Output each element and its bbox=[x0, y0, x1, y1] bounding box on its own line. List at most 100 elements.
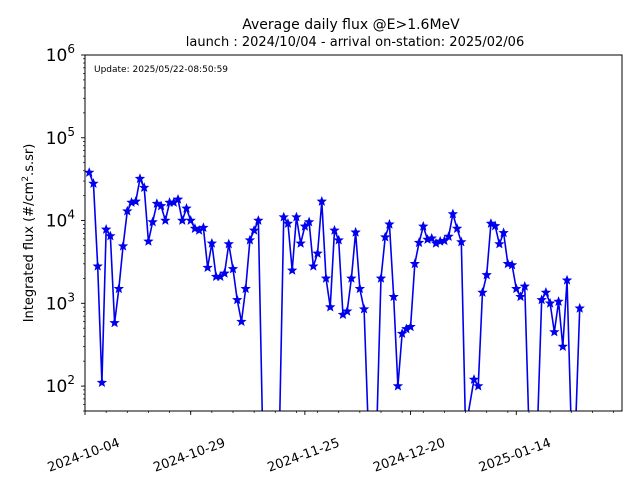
data-point bbox=[443, 231, 454, 241]
data-point bbox=[130, 196, 141, 206]
chart-subtitle: launch : 2024/10/04 - arrival on-station… bbox=[186, 35, 524, 50]
data-point bbox=[498, 227, 509, 238]
data-point bbox=[312, 248, 323, 258]
data-point bbox=[232, 294, 243, 305]
data-point bbox=[409, 258, 420, 269]
data-point bbox=[341, 305, 353, 316]
data-point bbox=[160, 215, 171, 225]
data-point bbox=[515, 291, 526, 302]
data-point bbox=[287, 264, 298, 275]
data-point bbox=[549, 326, 560, 337]
plot-frame bbox=[84, 54, 623, 412]
y-axis-label: Integrated flux (#/cm2.s.sr) bbox=[21, 144, 37, 323]
data-point bbox=[198, 222, 209, 233]
data-point bbox=[333, 234, 344, 245]
data-point bbox=[172, 193, 184, 204]
data-point bbox=[346, 272, 357, 283]
data-point bbox=[380, 231, 391, 242]
data-point bbox=[519, 281, 530, 291]
data-point bbox=[139, 182, 150, 192]
data-point bbox=[574, 302, 585, 313]
data-point bbox=[354, 283, 365, 294]
data-point bbox=[481, 269, 492, 280]
data-point bbox=[113, 283, 124, 294]
data-point bbox=[100, 224, 112, 234]
data-point bbox=[320, 272, 332, 283]
y-tick-label: 104 bbox=[46, 208, 75, 232]
chart-title: Average daily flux @E>1.6MeV bbox=[242, 17, 460, 33]
data-point bbox=[227, 263, 239, 274]
data-point bbox=[456, 236, 467, 247]
data-point bbox=[536, 294, 547, 305]
data-point bbox=[540, 287, 552, 297]
data-point bbox=[553, 296, 564, 306]
data-point bbox=[282, 218, 294, 228]
data-point bbox=[278, 211, 289, 222]
data-point bbox=[557, 341, 568, 351]
data-point bbox=[468, 374, 480, 384]
data-point bbox=[426, 232, 437, 243]
markers-layer bbox=[85, 167, 585, 391]
data-point bbox=[544, 297, 556, 308]
data-point bbox=[223, 238, 234, 249]
data-point bbox=[291, 211, 302, 222]
data-point bbox=[134, 173, 146, 184]
data-point bbox=[396, 328, 408, 339]
data-point bbox=[240, 283, 251, 294]
data-point bbox=[561, 274, 573, 285]
data-point bbox=[295, 237, 306, 248]
data-point bbox=[451, 223, 463, 233]
data-point bbox=[384, 218, 395, 229]
data-point bbox=[88, 178, 99, 188]
data-point bbox=[96, 377, 108, 388]
data-point bbox=[477, 287, 488, 297]
data-point bbox=[122, 205, 133, 216]
data-point bbox=[155, 200, 167, 211]
data-point bbox=[405, 321, 416, 332]
data-point bbox=[375, 272, 387, 283]
data-point bbox=[117, 240, 129, 251]
data-point bbox=[489, 220, 501, 231]
data-point bbox=[185, 215, 196, 225]
data-point bbox=[85, 167, 95, 177]
data-point bbox=[329, 224, 340, 235]
y-tick-label: 106 bbox=[46, 42, 75, 66]
data-point bbox=[105, 230, 116, 241]
data-point bbox=[316, 196, 327, 206]
data-point bbox=[151, 198, 163, 209]
data-point bbox=[219, 267, 230, 278]
y-tick-label: 103 bbox=[46, 290, 75, 314]
data-point bbox=[447, 208, 459, 219]
y-axis: 102 103 104 105 106 bbox=[46, 42, 85, 412]
y-tick-label: 105 bbox=[46, 125, 75, 149]
data-point bbox=[350, 226, 361, 237]
data-point bbox=[303, 216, 315, 227]
data-point bbox=[109, 317, 120, 328]
data-point bbox=[325, 301, 336, 312]
data-point bbox=[392, 380, 404, 391]
data-point bbox=[147, 216, 158, 227]
data-point bbox=[177, 215, 188, 225]
data-point bbox=[92, 260, 103, 271]
data-point bbox=[511, 283, 522, 294]
data-point bbox=[358, 303, 370, 314]
data-point bbox=[143, 235, 154, 246]
data-point bbox=[248, 224, 260, 235]
data-point bbox=[236, 316, 247, 327]
data-point bbox=[388, 291, 399, 302]
data-point bbox=[506, 259, 518, 270]
data-point bbox=[494, 238, 505, 249]
update-annotation: Update: 2025/05/22-08:50:59 bbox=[94, 65, 228, 75]
data-point bbox=[244, 234, 256, 245]
data-point bbox=[485, 218, 497, 228]
data-point bbox=[189, 223, 201, 233]
data-point bbox=[181, 203, 192, 213]
data-point bbox=[418, 220, 429, 231]
data-point bbox=[308, 260, 319, 271]
data-point bbox=[206, 237, 218, 248]
data-point bbox=[413, 237, 425, 248]
y-tick-label: 102 bbox=[46, 373, 75, 397]
data-point bbox=[253, 215, 264, 225]
